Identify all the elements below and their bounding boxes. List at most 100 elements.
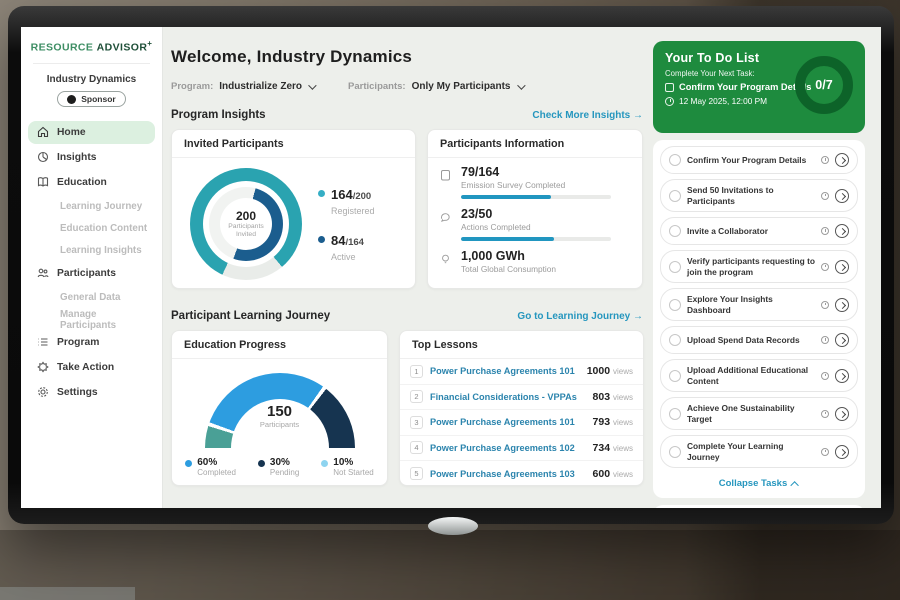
monitor-bezel: RESOURCE ADVISOR+ Industry Dynamics Spon…	[8, 6, 894, 524]
legend-active: 84/164 Active	[318, 232, 375, 262]
program-dropdown[interactable]: Program: Industrialize Zero	[171, 81, 314, 92]
clock-icon	[821, 227, 829, 235]
task-go-button[interactable]	[835, 153, 849, 167]
section-title-program-insights: Program Insights	[171, 109, 266, 121]
sidebar-item-manage-participants[interactable]: Manage Participants	[28, 309, 155, 331]
lesson-rank: 1	[410, 365, 423, 378]
task-checkbox[interactable]	[669, 408, 681, 420]
clock-icon	[821, 263, 829, 271]
lesson-row: 3 Power Purchase Agreements 101 793 view…	[400, 410, 643, 436]
sidebar-item-take-action[interactable]: Take Action	[28, 356, 155, 379]
task-item[interactable]: Achieve One Sustainability Target	[660, 397, 858, 430]
task-go-button[interactable]	[835, 224, 849, 238]
lesson-link[interactable]: Financial Considerations - VPPAs	[430, 392, 586, 402]
task-go-button[interactable]	[835, 407, 849, 421]
participants-value: Only My Participants	[412, 81, 511, 92]
section-title-learning-journey: Participant Learning Journey	[171, 310, 330, 322]
task-item[interactable]: Verify participants requesting to join t…	[660, 250, 858, 283]
task-checkbox[interactable]	[669, 370, 681, 382]
task-go-button[interactable]	[835, 260, 849, 274]
chevron-up-icon	[791, 481, 799, 489]
top-lessons-card: Top Lessons 1 Power Purchase Agreements …	[399, 330, 644, 486]
task-checkbox[interactable]	[669, 299, 681, 311]
progress-bar	[461, 195, 611, 199]
gauge-center: 150 Participants	[205, 403, 355, 429]
check-more-insights-link[interactable]: Check More Insights →	[532, 110, 643, 121]
sidebar-item-participants[interactable]: Participants	[28, 262, 155, 285]
actions-icon	[440, 208, 452, 241]
sidebar-item-insights[interactable]: Insights	[28, 146, 155, 169]
list-icon	[37, 336, 49, 348]
document-icon	[665, 83, 674, 92]
task-checkbox[interactable]	[669, 225, 681, 237]
task-item[interactable]: Complete Your Learning Journey	[660, 435, 858, 468]
background-floor-strip	[0, 587, 135, 600]
lesson-link[interactable]: Power Purchase Agreements 101	[430, 366, 580, 376]
stat-actions-completed: 23/50 Actions Completed	[440, 208, 630, 241]
people-icon	[37, 267, 49, 279]
task-list: Confirm Your Program Details Send 50 Inv…	[653, 140, 865, 498]
sidebar-item-general-data[interactable]: General Data	[28, 287, 155, 309]
task-item[interactable]: Upload Additional Educational Content	[660, 359, 858, 392]
task-go-button[interactable]	[835, 369, 849, 383]
invited-participants-card: Invited Participants 200 ParticipantsInv…	[171, 129, 416, 289]
lesson-link[interactable]: Power Purchase Agreements 103	[430, 469, 586, 479]
task-item[interactable]: Upload Spend Data Records	[660, 326, 858, 354]
task-go-button[interactable]	[835, 189, 849, 203]
sidebar-item-label: Settings	[57, 387, 98, 398]
task-go-button[interactable]	[835, 445, 849, 459]
arrow-right-icon: →	[633, 110, 643, 121]
lesson-link[interactable]: Power Purchase Agreements 102	[430, 443, 586, 453]
todo-counter: 0/7	[815, 78, 832, 92]
sidebar-item-program[interactable]: Program	[28, 331, 155, 354]
todo-progress-ring: 0/7	[795, 56, 853, 114]
divider	[33, 63, 150, 64]
invited-donut-chart: 200 ParticipantsInvited	[190, 168, 302, 280]
sidebar-item-settings[interactable]: Settings	[28, 381, 155, 404]
sidebar-item-education[interactable]: Education	[28, 171, 155, 194]
sponsor-badge-label: Sponsor	[81, 94, 115, 104]
lesson-row: 5 Power Purchase Agreements 103 600 view…	[400, 461, 643, 486]
collapse-tasks-link[interactable]: Collapse Tasks	[660, 473, 858, 495]
task-item[interactable]: Send 50 Invitations to Participants	[660, 179, 858, 212]
lesson-row: 4 Power Purchase Agreements 102 734 view…	[400, 436, 643, 462]
task-item[interactable]: Explore Your Insights Dashboard	[660, 288, 858, 321]
home-icon	[37, 126, 49, 138]
sidebar-item-home[interactable]: Home	[28, 121, 155, 144]
sidebar-item-education-content[interactable]: Education Content	[28, 218, 155, 240]
action-icon	[37, 361, 49, 373]
participants-information-card: Participants Information 79/164 Emission…	[427, 129, 643, 289]
task-go-button[interactable]	[835, 333, 849, 347]
lesson-rank: 2	[410, 390, 423, 403]
participants-dropdown[interactable]: Participants: Only My Participants	[348, 81, 522, 92]
task-checkbox[interactable]	[669, 190, 681, 202]
sidebar-item-learning-journey[interactable]: Learning Journey	[28, 196, 155, 218]
card-title: Education Progress	[172, 331, 387, 359]
task-checkbox[interactable]	[669, 154, 681, 166]
task-checkbox[interactable]	[669, 446, 681, 458]
task-checkbox[interactable]	[669, 334, 681, 346]
book-icon	[37, 176, 49, 188]
stat-emission-survey: 79/164 Emission Survey Completed	[440, 166, 630, 199]
sidebar-item-learning-insights[interactable]: Learning Insights	[28, 240, 155, 262]
task-go-button[interactable]	[835, 298, 849, 312]
bulb-icon	[440, 250, 452, 274]
todo-next-task: Confirm Your Program Details	[679, 82, 811, 92]
education-gauge-chart: 150 Participants	[205, 373, 355, 448]
task-item[interactable]: Confirm Your Program Details	[660, 146, 858, 174]
lesson-rank: 3	[410, 416, 423, 429]
insights-icon	[37, 151, 49, 163]
sponsor-badge: Sponsor	[57, 91, 125, 107]
sidebar-item-label: Learning Insights	[60, 245, 142, 256]
lesson-link[interactable]: Power Purchase Agreements 101	[430, 417, 586, 427]
legend-dot	[258, 460, 265, 467]
sidebar-item-label: Insights	[57, 152, 96, 163]
task-item[interactable]: Invite a Collaborator	[660, 217, 858, 245]
clock-icon	[821, 301, 829, 309]
org-name: Industry Dynamics	[21, 74, 162, 85]
sidebar-item-label: Home	[57, 127, 86, 138]
legend-dot	[185, 460, 192, 467]
task-checkbox[interactable]	[669, 261, 681, 273]
recent-news-card: Recent News	[653, 505, 865, 508]
go-to-learning-journey-link[interactable]: Go to Learning Journey →	[517, 311, 643, 322]
